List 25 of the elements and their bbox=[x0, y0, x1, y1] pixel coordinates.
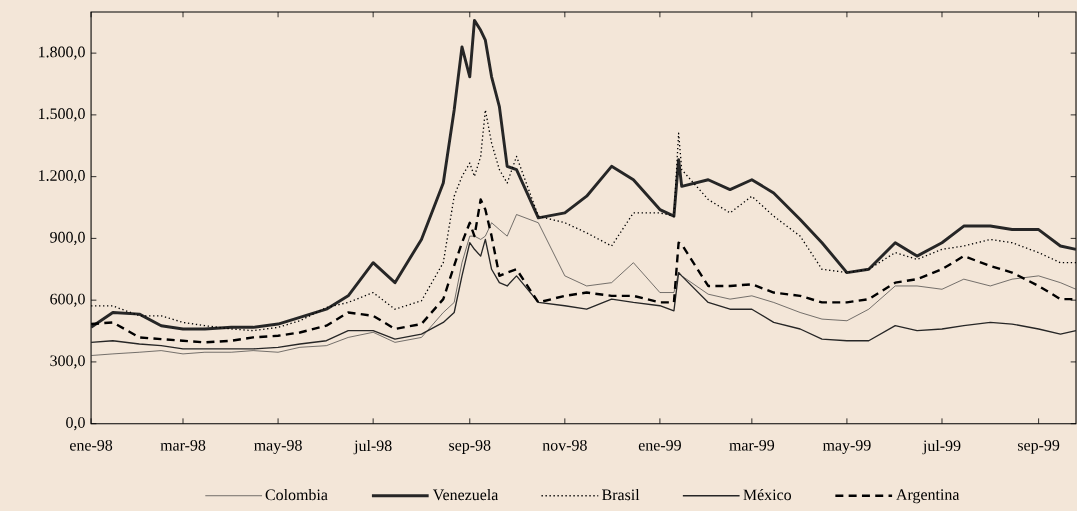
legend-label: Venezuela bbox=[432, 488, 499, 501]
legend-label: México bbox=[743, 488, 792, 501]
x-tick-label: mar-99 bbox=[729, 439, 775, 451]
legend-label: Argentina bbox=[896, 489, 960, 504]
x-tick-label: jul-99 bbox=[922, 439, 961, 455]
y-tick-label: 900,0 bbox=[50, 231, 85, 245]
x-tick-label: jul-98 bbox=[353, 439, 392, 455]
legend-label: Brasil bbox=[602, 488, 640, 501]
x-tick-label: may-98 bbox=[254, 439, 302, 454]
line-series bbox=[91, 213, 1077, 356]
x-tick-label: ene-99 bbox=[638, 439, 681, 451]
y-tick-label: 0,0 bbox=[66, 416, 85, 431]
legend-label: Colombia bbox=[265, 488, 328, 501]
x-tick-label: mar-98 bbox=[160, 439, 206, 451]
x-tick-label: sep-99 bbox=[1017, 439, 1060, 454]
y-tick-label: 600,0 bbox=[50, 293, 85, 307]
y-tick-label: 1.800,0 bbox=[39, 46, 85, 60]
y-tick-label: 1.200,0 bbox=[39, 169, 85, 183]
x-tick-label: nov-98 bbox=[542, 439, 587, 451]
x-tick-label: ene-98 bbox=[69, 439, 113, 451]
x-tick-label: sep-98 bbox=[449, 439, 491, 454]
y-tick-label: 1.500,0 bbox=[39, 108, 85, 122]
x-tick-label: may-99 bbox=[822, 439, 871, 454]
line-series bbox=[91, 18, 1077, 331]
y-tick-label: 300,0 bbox=[50, 355, 85, 369]
